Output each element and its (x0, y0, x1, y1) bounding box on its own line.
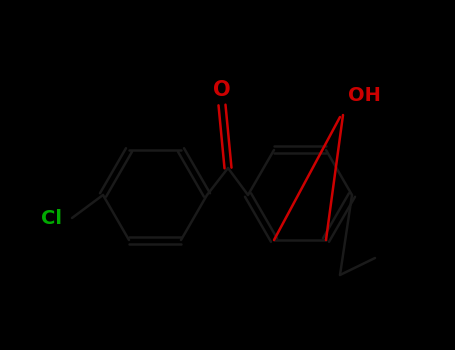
Text: O: O (213, 80, 231, 100)
Text: OH: OH (348, 86, 381, 105)
Text: Cl: Cl (41, 209, 62, 228)
